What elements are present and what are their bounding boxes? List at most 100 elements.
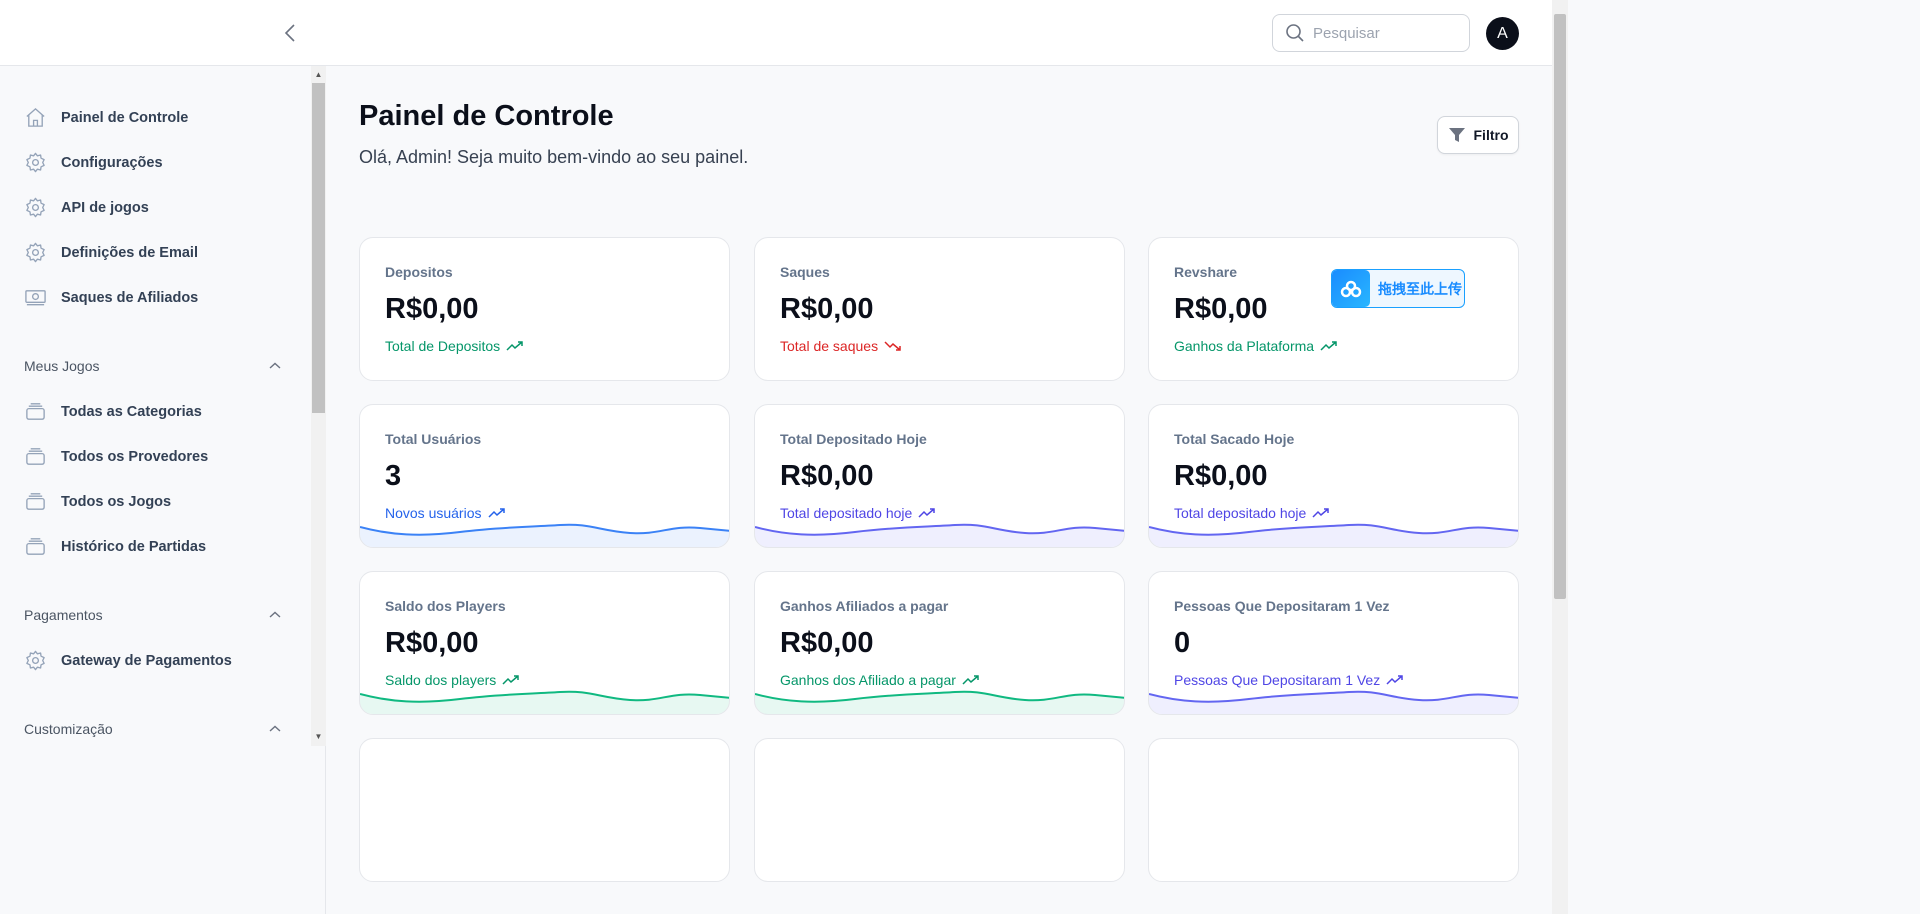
sparkline xyxy=(755,690,1124,714)
sidebar-item-1[interactable]: Configurações xyxy=(24,151,163,174)
sidebar-section-header[interactable]: Customização xyxy=(24,721,282,737)
sidebar-item-label: Definições de Email xyxy=(61,244,198,261)
cloud-upload-icon xyxy=(1332,270,1370,307)
stat-value: 0 xyxy=(1174,627,1191,659)
sidebar-item-3[interactable]: Definições de Email xyxy=(24,241,198,264)
stat-description: Ganhos da Plataforma xyxy=(1174,338,1338,354)
chevron-up-icon xyxy=(269,611,281,618)
stack-icon xyxy=(24,490,47,513)
stat-description-text: Total depositado hoje xyxy=(780,505,913,521)
stat-value: 3 xyxy=(385,460,402,492)
sidebar-item[interactable]: Histórico de Partidas xyxy=(24,535,206,558)
stat-description-text: Pessoas Que Depositaram 1 Vez xyxy=(1174,672,1381,688)
chevron-up-icon xyxy=(269,725,281,732)
sidebar-section-header[interactable]: Pagamentos xyxy=(24,607,282,623)
chevron-left-icon xyxy=(284,24,295,42)
stat-card: Total Depositado Hoje R$0,00 Total depos… xyxy=(754,404,1125,548)
top-bar: A xyxy=(0,0,1552,66)
sidebar-item-4[interactable]: Saques de Afiliados xyxy=(24,286,198,309)
stat-card: Saques R$0,00 Total de saques xyxy=(754,237,1125,381)
stat-description-text: Novos usuários xyxy=(385,505,482,521)
stat-card: Ganhos Afiliados a pagar R$0,00 Ganhos d… xyxy=(754,571,1125,715)
stat-card: Saldo dos Players R$0,00 Saldo dos playe… xyxy=(359,571,730,715)
stat-label: Revshare xyxy=(1174,264,1238,280)
sidebar-item-0[interactable]: Painel de Controle xyxy=(24,106,188,129)
trending-up-icon xyxy=(1312,508,1330,518)
gear-icon xyxy=(24,241,47,264)
collapse-sidebar-button[interactable] xyxy=(280,20,302,46)
sidebar-item-label: API de jogos xyxy=(61,199,149,216)
stat-value: R$0,00 xyxy=(1174,293,1268,325)
sidebar-item[interactable]: Todos os Jogos xyxy=(24,490,171,513)
sidebar-item[interactable]: Todas as Categorias xyxy=(24,400,202,423)
page-subtitle: Olá, Admin! Seja muito bem-vindo ao seu … xyxy=(359,147,749,167)
stat-value: R$0,00 xyxy=(780,627,874,659)
sparkline xyxy=(755,523,1124,547)
stat-description-text: Saldo dos players xyxy=(385,672,497,688)
stat-description-text: Ganhos da Plataforma xyxy=(1174,338,1315,354)
stat-description-text: Ganhos dos Afiliado a pagar xyxy=(780,672,956,688)
scroll-down-arrow[interactable]: ▼ xyxy=(314,732,323,741)
search-box[interactable] xyxy=(1272,14,1470,52)
stat-description: Total de saques xyxy=(780,338,902,354)
filter-button[interactable]: Filtro xyxy=(1437,116,1519,154)
stat-card xyxy=(359,738,730,882)
upload-drop-badge[interactable]: 拖拽至此上传 xyxy=(1331,269,1465,308)
sparkline xyxy=(360,523,729,547)
stat-label: Saldo dos Players xyxy=(385,598,506,614)
search-input[interactable] xyxy=(1313,24,1453,42)
sidebar-item[interactable]: Gateway de Pagamentos xyxy=(24,649,232,672)
avatar[interactable]: A xyxy=(1486,17,1519,50)
stat-description: Ganhos dos Afiliado a pagar xyxy=(780,672,980,688)
sidebar-item-label: Todos os Provedores xyxy=(61,448,209,465)
stat-value: R$0,00 xyxy=(780,460,874,492)
trending-up-icon xyxy=(962,675,979,685)
sparkline xyxy=(1149,690,1518,714)
sidebar xyxy=(0,66,326,914)
sidebar-item-label: Histórico de Partidas xyxy=(61,538,207,555)
sidebar-item-label: Todas as Categorias xyxy=(61,403,202,420)
sidebar-item-label: Saques de Afiliados xyxy=(61,289,199,306)
stat-description: Total de Depositos xyxy=(385,338,524,354)
stat-card: Depositos R$0,00 Total de Depositos xyxy=(359,237,730,381)
stat-label: Ganhos Afiliados a pagar xyxy=(780,598,949,614)
stat-label: Total Usuários xyxy=(385,431,482,447)
stat-card xyxy=(1148,738,1519,882)
trending-up-icon xyxy=(1386,675,1403,685)
stat-card: Total Usuários 3 Novos usuários xyxy=(359,404,730,548)
sidebar-section-header[interactable]: Meus Jogos xyxy=(24,358,282,374)
stat-description: Pessoas Que Depositaram 1 Vez xyxy=(1174,672,1404,688)
stat-label: Total Sacado Hoje xyxy=(1174,431,1295,447)
search-icon xyxy=(1286,24,1304,42)
gear-icon xyxy=(24,649,47,672)
stat-card: Revshare R$0,00 Ganhos da Plataforma xyxy=(1148,237,1519,381)
filter-label: Filtro xyxy=(1473,127,1509,143)
stat-value: R$0,00 xyxy=(385,627,479,659)
stat-description: Total depositado hoje xyxy=(780,505,936,521)
sidebar-item-2[interactable]: API de jogos xyxy=(24,196,149,219)
upload-badge-label: 拖拽至此上传 xyxy=(1378,280,1462,297)
stat-value: R$0,00 xyxy=(385,293,479,325)
sidebar-item[interactable]: Todos os Provedores xyxy=(24,445,208,468)
stat-description: Total depositado hoje xyxy=(1174,505,1330,521)
stack-icon xyxy=(24,400,47,423)
trending-up-icon xyxy=(502,675,520,685)
scroll-up-arrow[interactable]: ▲ xyxy=(314,70,323,79)
chevron-up-icon xyxy=(269,362,281,369)
trending-up-icon xyxy=(1320,341,1337,351)
stat-label: Depositos xyxy=(385,264,453,280)
sidebar-item-label: Configurações xyxy=(61,154,163,171)
section-title: Customização xyxy=(24,721,113,737)
stat-description-text: Total de Depositos xyxy=(385,338,501,354)
stat-card xyxy=(754,738,1125,882)
stat-description: Saldo dos players xyxy=(385,672,520,688)
gear-icon xyxy=(24,151,47,174)
sidebar-item-label: Painel de Controle xyxy=(61,109,189,126)
sidebar-item-label: Gateway de Pagamentos xyxy=(61,652,232,669)
stat-description-text: Total depositado hoje xyxy=(1174,505,1307,521)
trending-up-icon xyxy=(918,508,936,518)
sparkline xyxy=(360,690,729,714)
page-scrollbar-thumb[interactable] xyxy=(1554,14,1566,599)
stat-label: Pessoas Que Depositaram 1 Vez xyxy=(1174,598,1390,614)
sidebar-scrollbar-thumb[interactable] xyxy=(312,83,325,413)
